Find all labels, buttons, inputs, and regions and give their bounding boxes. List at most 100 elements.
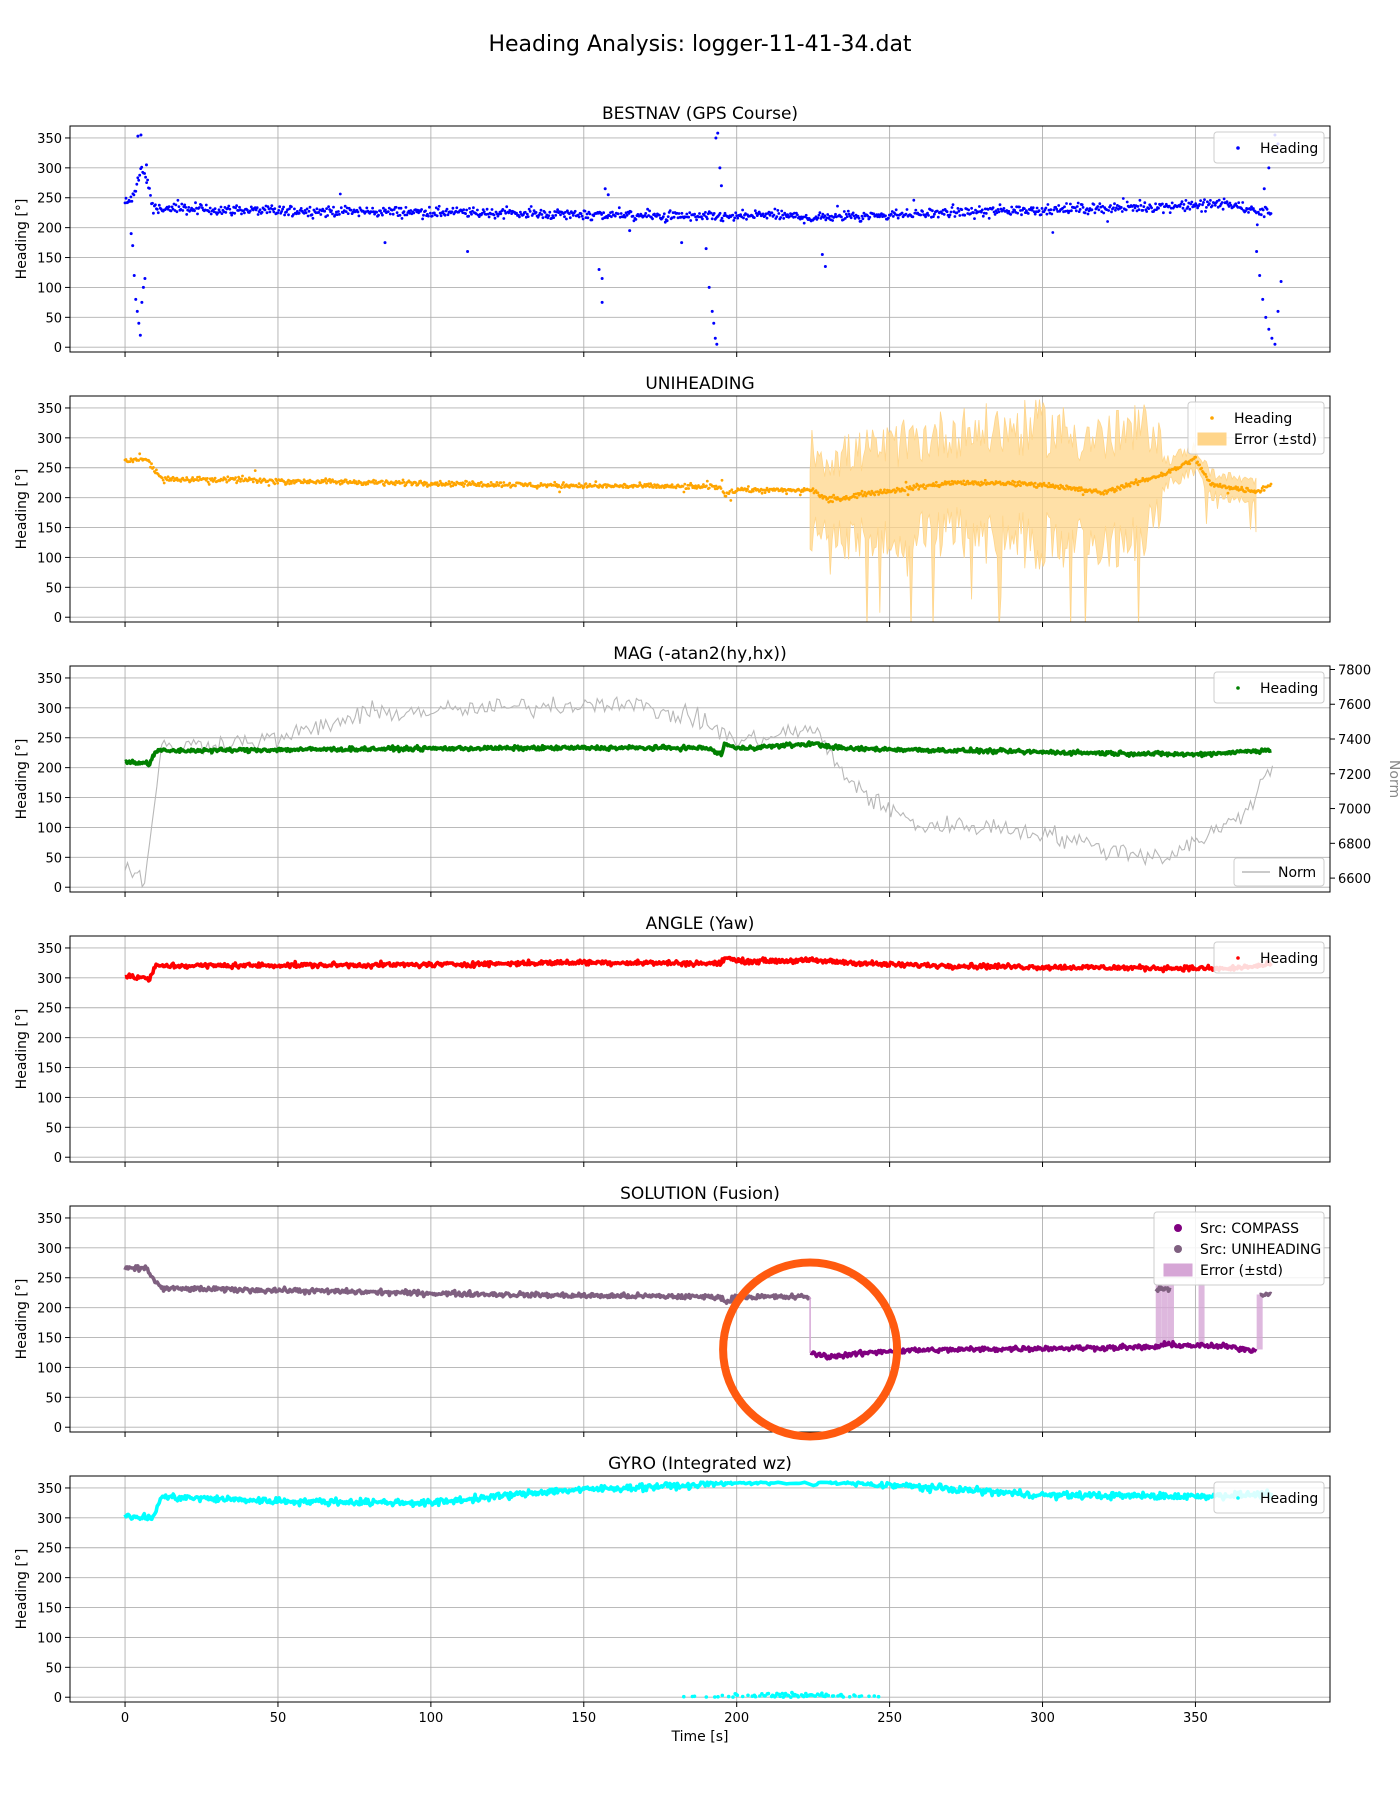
- data-point: [1138, 198, 1142, 202]
- data-point: [1143, 201, 1147, 205]
- data-point: [1213, 203, 1217, 207]
- wrapped-point: [872, 1694, 877, 1698]
- data-point: [254, 208, 258, 212]
- data-point: [1262, 215, 1266, 219]
- data-point: [381, 213, 384, 217]
- legend-box: [1233, 857, 1325, 887]
- data-point: [890, 210, 894, 213]
- data-point: [450, 210, 454, 214]
- data-point: [739, 213, 742, 217]
- data-point: [581, 217, 585, 221]
- data-point: [862, 211, 866, 215]
- data-point: [1046, 203, 1050, 206]
- data-point: [821, 212, 825, 216]
- data-point: [859, 492, 863, 496]
- data-point: [873, 493, 877, 497]
- data-point: [1179, 202, 1183, 206]
- data-point: [155, 207, 159, 211]
- data-point: [132, 193, 136, 197]
- data-point: [693, 212, 696, 216]
- data-point-outlier: [628, 229, 632, 233]
- y-tick-label: 50: [45, 1121, 62, 1136]
- data-point: [217, 208, 221, 212]
- data-point: [1011, 210, 1015, 214]
- data-point-outlier: [715, 342, 719, 346]
- data-point: [394, 205, 398, 209]
- data-point: [718, 211, 722, 215]
- y-tick-label: 0: [54, 1691, 62, 1706]
- data-point: [308, 205, 312, 209]
- data-point: [499, 481, 503, 485]
- data-point: [1167, 204, 1171, 208]
- data-point: [239, 480, 242, 483]
- data-point: [685, 212, 689, 216]
- data-point: [204, 203, 208, 207]
- data-point: [1077, 486, 1081, 489]
- data-point: [955, 211, 959, 215]
- data-point: [1020, 213, 1023, 217]
- legend-marker: [1236, 146, 1240, 150]
- data-point: [887, 216, 890, 220]
- data-point: [1073, 206, 1077, 210]
- y-axis-label: Heading [°]: [14, 739, 30, 820]
- data-point: [647, 214, 650, 217]
- data-point: [655, 486, 658, 489]
- data-point: [977, 481, 980, 484]
- data-point: [446, 213, 450, 217]
- data-point-outlier: [1276, 309, 1280, 313]
- data-point: [166, 475, 170, 479]
- data-point: [879, 488, 882, 492]
- data-point: [817, 213, 821, 217]
- data-point: [445, 207, 449, 211]
- data-point: [315, 207, 319, 211]
- data-point: [884, 214, 887, 218]
- data-point: [234, 476, 238, 479]
- data-point: [924, 487, 927, 490]
- data-point: [270, 204, 274, 208]
- data-point: [422, 213, 425, 217]
- data-point: [282, 205, 285, 209]
- data-point: [502, 217, 506, 220]
- legend-entry: Heading: [1260, 951, 1318, 967]
- data-point: [830, 495, 833, 499]
- data-point: [794, 215, 797, 219]
- data-point: [967, 208, 970, 212]
- data-point: [1026, 212, 1030, 215]
- data-point: [705, 484, 708, 488]
- y-tick-label: 300: [37, 702, 62, 717]
- data-point: [196, 212, 199, 216]
- data-point: [480, 211, 484, 215]
- data-point: [824, 495, 828, 499]
- data-point: [663, 220, 667, 224]
- data-point: [1030, 208, 1034, 212]
- data-point: [402, 480, 406, 484]
- data-point: [1208, 202, 1211, 206]
- legend-entry: Heading: [1260, 681, 1318, 697]
- data-point: [213, 207, 217, 211]
- data-point: [435, 481, 439, 484]
- data-point-outlier: [600, 300, 604, 304]
- legend-entry: Error (±std): [1200, 1263, 1283, 1279]
- data-point: [801, 215, 805, 219]
- data-point: [463, 482, 466, 486]
- panel-title: MAG (-atan2(hy,hx)): [613, 644, 786, 664]
- data-point: [613, 214, 617, 218]
- data-point: [960, 208, 964, 212]
- legend-box: [1213, 671, 1325, 704]
- data-point: [148, 460, 151, 464]
- data-point: [339, 206, 343, 210]
- data-point: [548, 210, 552, 214]
- data-point: [563, 215, 566, 219]
- y2-axis-label: Norm: [1386, 760, 1400, 798]
- y2-tick-label: 7400: [1338, 733, 1371, 748]
- data-point: [283, 213, 286, 217]
- data-point: [1080, 203, 1084, 207]
- data-point: [981, 214, 985, 218]
- data-point: [629, 210, 633, 214]
- data-point: [559, 213, 562, 217]
- data-point: [477, 215, 481, 219]
- data-point: [684, 215, 688, 219]
- data-point: [207, 210, 211, 214]
- data-point: [1168, 471, 1172, 474]
- plot-area: [123, 1480, 1274, 1699]
